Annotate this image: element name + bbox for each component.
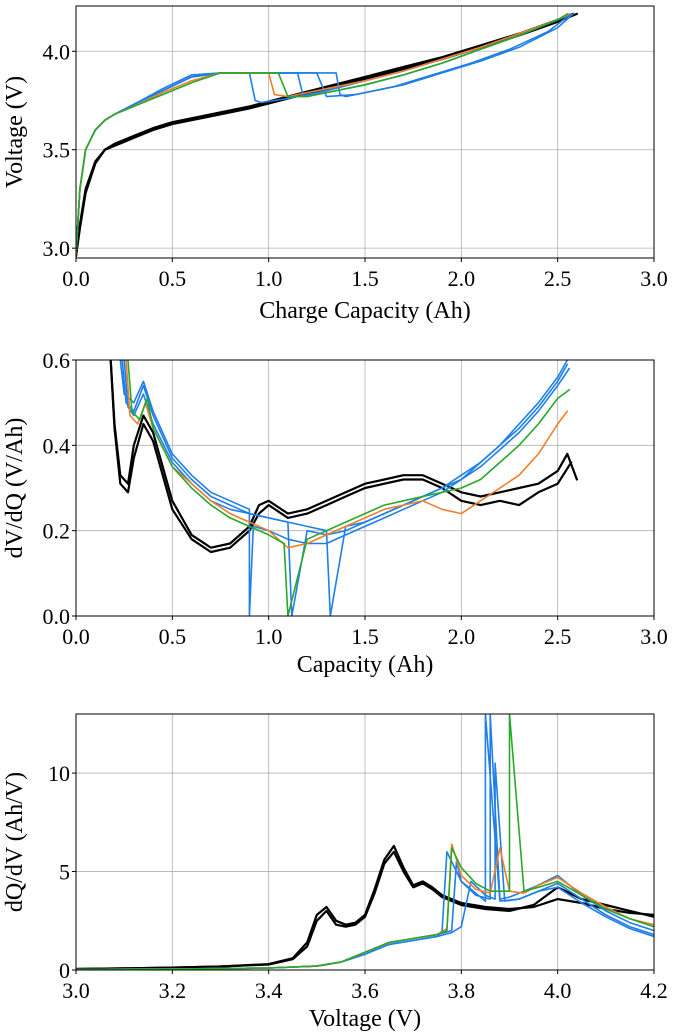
- series-group: [76, 12, 579, 258]
- x-tick-label: 1.0: [255, 266, 283, 291]
- y-tick-label: 0.4: [43, 433, 71, 458]
- x-axis-label: Charge Capacity (Ah): [259, 298, 471, 324]
- chart-panel-1: 0.0 0.5 1.0 1.5 2.0 2.5 3.0 3.0 3.5 4.0 Charge Cap…: [2, 5, 668, 324]
- series-line-black-1: [109, 360, 579, 549]
- series-line-black-1: [76, 12, 579, 258]
- series-line-blue-5: [123, 360, 569, 616]
- chart-panel-2: 0.0 0.5 1.0 1.5 2.0 2.5 3.0 0.0 0.2 0.4 0.6 Capacit…: [2, 348, 668, 678]
- y-tick-label: 0.0: [43, 604, 71, 629]
- y-tick-label: 5: [59, 860, 70, 885]
- series-line-green-8: [76, 13, 569, 255]
- y-tick-label: 3.5: [43, 138, 71, 163]
- x-axis-label: Voltage (V): [309, 1006, 421, 1032]
- series-group: [109, 360, 579, 616]
- series-line-black-2: [109, 360, 573, 554]
- x-tick-label: 3.2: [159, 978, 187, 1003]
- series-line-blue-6: [76, 13, 571, 255]
- y-tick-label: 3.0: [43, 236, 71, 261]
- series-group: [76, 714, 654, 970]
- series-line-blue-4: [76, 13, 573, 255]
- x-tick-label: 2.5: [544, 624, 572, 649]
- series-line-blue-5: [76, 13, 573, 255]
- series-line-blue-3: [76, 13, 574, 255]
- y-tick-label: 4.0: [43, 39, 71, 64]
- x-tick-label: 3.0: [62, 978, 90, 1003]
- series-line-green-7: [76, 714, 654, 970]
- x-tick-label: 3.8: [448, 978, 476, 1003]
- chart-panel-3: 3.0 3.2 3.4 3.6 3.8 4.0 4.2 0 5 10 Voltage (V) dQ/d…: [2, 713, 668, 1032]
- x-tick-label: 0.0: [62, 266, 90, 291]
- y-tick-label: 0: [59, 958, 70, 983]
- x-axis-label: Capacity (Ah): [297, 652, 434, 678]
- x-tick-label: 0.5: [159, 266, 187, 291]
- x-tick-label: 3.0: [640, 266, 668, 291]
- series-line-orange-6: [125, 360, 569, 549]
- y-axis-label: dV/dQ (V/Ah): [2, 418, 28, 559]
- x-tick-label: 3.0: [640, 624, 668, 649]
- y-tick-label: 10: [48, 761, 70, 786]
- y-tick-label: 0.2: [43, 519, 71, 544]
- y-axis-label: Voltage (V): [2, 76, 28, 188]
- series-line-green-7: [127, 360, 571, 616]
- x-tick-label: 1.5: [351, 266, 379, 291]
- y-tick-label: 0.6: [43, 348, 71, 373]
- series-line-blue-4: [121, 360, 571, 616]
- x-tick-label: 0.0: [62, 624, 90, 649]
- series-line-orange-7: [76, 13, 571, 255]
- y-axis-label: dQ/dV (Ah/V): [2, 772, 28, 912]
- x-tick-label: 2.0: [448, 624, 476, 649]
- x-tick-label: 3.4: [255, 978, 283, 1003]
- x-tick-label: 4.0: [544, 978, 572, 1003]
- x-tick-label: 2.5: [544, 266, 572, 291]
- x-tick-label: 3.6: [351, 978, 379, 1003]
- x-tick-label: 4.2: [640, 978, 668, 1003]
- series-line-black-2: [76, 12, 575, 258]
- x-tick-label: 0.5: [159, 624, 187, 649]
- x-tick-label: 1.0: [255, 624, 283, 649]
- x-tick-label: 1.5: [351, 624, 379, 649]
- x-tick-label: 2.0: [448, 266, 476, 291]
- series-line-black-2: [76, 850, 654, 970]
